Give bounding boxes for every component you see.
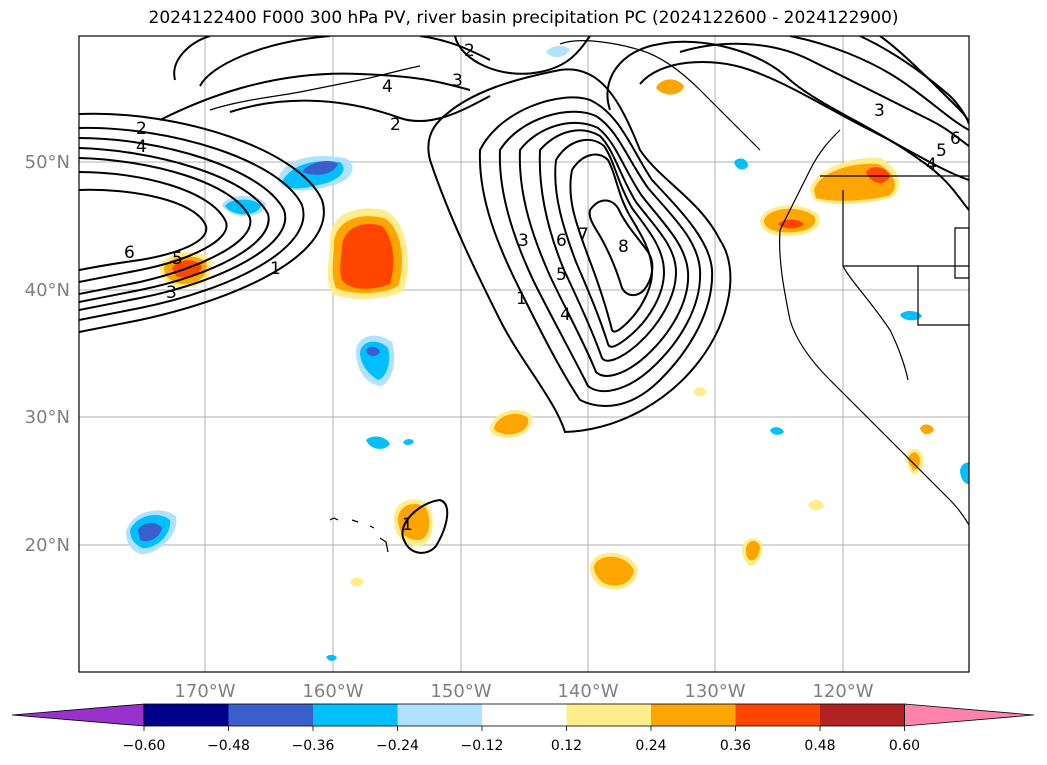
colorbar-extend-min [11,703,145,727]
contour-label: 6 [556,231,567,251]
contour-label: 3 [166,283,177,303]
colorbar-tick-label: −0.24 [376,738,419,754]
lon-label: 130°W [684,681,745,702]
colorbar-bin [313,704,398,726]
contour-label: 3 [518,231,529,251]
colorbar-bin [820,704,905,726]
colorbar-bin [735,704,820,726]
pv-contour-labels: 2 4 6 5 3 1 4 3 2 2 3 6 7 8 5 4 1 3 6 5 … [124,41,961,535]
colorbar-tick-label: −0.48 [207,738,250,754]
colorbar-bin [228,704,313,726]
contour-label: 4 [382,77,393,97]
lat-label: 30°N [25,407,70,428]
lon-label: 170°W [174,681,235,702]
colorbar-bin [144,704,229,726]
contour-label: 5 [172,249,183,269]
colorbar-tick-label: −0.60 [122,738,166,754]
contour-label: 4 [926,155,937,175]
contour-label: 4 [136,137,147,157]
contour-label: 7 [578,225,589,245]
contour-label: 4 [560,305,571,325]
contour-label: 2 [136,119,147,139]
contour-label: 5 [936,141,947,161]
lon-label: 160°W [302,681,363,702]
colorbar-tick-label: 0.12 [550,738,583,754]
colorbar-extend-max [904,703,1035,727]
colorbar-tick-label: 0.48 [804,738,836,754]
colorbar-tick-label: 0.36 [719,738,752,754]
contour-label: 1 [270,259,281,279]
map-title: 2024122400 F000 300 hPa PV, river basin … [148,8,899,28]
lon-labels: 170°W 160°W 150°W 140°W 130°W 120°W [174,681,873,702]
lat-label: 40°N [25,280,70,301]
lat-labels: 50°N 40°N 30°N 20°N [25,152,70,556]
contour-label: 1 [516,289,527,309]
lon-label: 150°W [430,681,491,702]
colorbar-bin [651,704,736,726]
colorbar-bin [566,704,651,726]
map-frame-bg [79,36,969,672]
colorbar-bin [397,704,482,726]
colorbar-tick-label: −0.36 [291,738,335,754]
contour-label: 6 [124,243,135,263]
lon-label: 120°W [812,681,873,702]
precip-anomalies [126,45,969,661]
lat-label: 20°N [25,535,70,556]
contour-label: 8 [618,237,629,257]
colorbar-tick-label: 0.24 [635,738,667,754]
contour-label: 5 [556,265,567,285]
coastlines [209,40,969,553]
contour-label: 2 [390,115,401,135]
colorbar-tick-label: 0.60 [888,738,921,754]
contour-label: 2 [464,41,475,61]
map-frame [78,35,970,673]
pv-contours [79,36,969,554]
contour-label: 1 [402,515,413,535]
colorbar [11,703,1035,731]
contour-label: 3 [874,101,885,121]
gridlines [79,36,969,672]
lat-label: 50°N [25,152,70,173]
contour-label: 6 [950,129,961,149]
contour-label: 3 [452,71,463,91]
colorbar-bin [482,704,567,726]
colorbar-tick-label: −0.12 [460,738,504,754]
lon-label: 140°W [557,681,618,702]
